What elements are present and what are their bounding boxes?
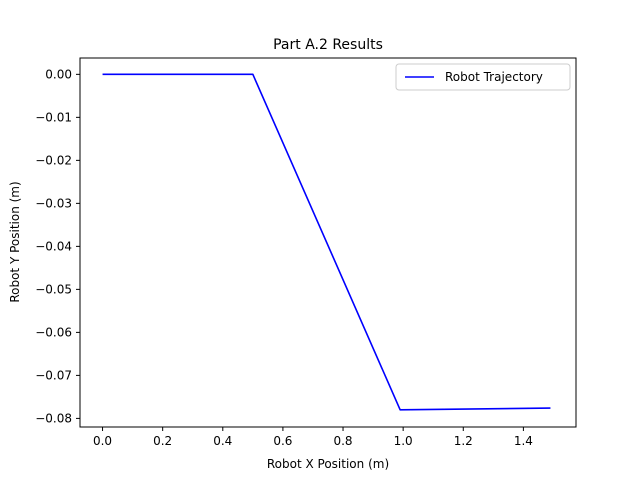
y-tick-label: 0.00 [45, 67, 72, 81]
x-tick-label: 0.6 [273, 434, 292, 448]
x-tick-label: 0.0 [93, 434, 112, 448]
x-tick-label: 0.8 [333, 434, 352, 448]
plot-frame [79, 57, 577, 428]
legend-label: Robot Trajectory [445, 70, 543, 84]
y-tick-label: −0.08 [35, 411, 72, 425]
x-tick-label: 1.4 [514, 434, 533, 448]
plot-area [79, 57, 577, 428]
x-tick-label: 0.4 [213, 434, 232, 448]
series-line-robot-trajectory [102, 73, 551, 411]
y-tick-label: −0.04 [35, 239, 72, 253]
x-tick-label: 0.2 [153, 434, 172, 448]
y-axis: 0.00 −0.01 −0.02 −0.03 −0.04 −0.05 −0.06 −0.07 −… [35, 67, 80, 425]
y-tick-label: −0.07 [35, 368, 72, 382]
legend: Robot Trajectory [395, 63, 571, 91]
x-tick-label: 1.2 [454, 434, 473, 448]
x-axis-label: Robot X Position (m) [267, 457, 389, 471]
legend-box [395, 63, 571, 91]
chart-title: Part A.2 Results [273, 37, 383, 53]
x-axis: 0.0 0.2 0.4 0.6 0.8 1.0 1.2 1.4 [93, 427, 533, 448]
x-tick-label: 1.0 [394, 434, 413, 448]
y-tick-label: −0.01 [35, 110, 72, 124]
y-tick-label: −0.05 [35, 282, 72, 296]
y-tick-label: −0.02 [35, 153, 72, 167]
y-tick-label: −0.06 [35, 325, 72, 339]
y-axis-label: Robot Y Position (m) [8, 181, 22, 302]
series-layer [102, 73, 551, 411]
y-tick-label: −0.03 [35, 196, 72, 210]
